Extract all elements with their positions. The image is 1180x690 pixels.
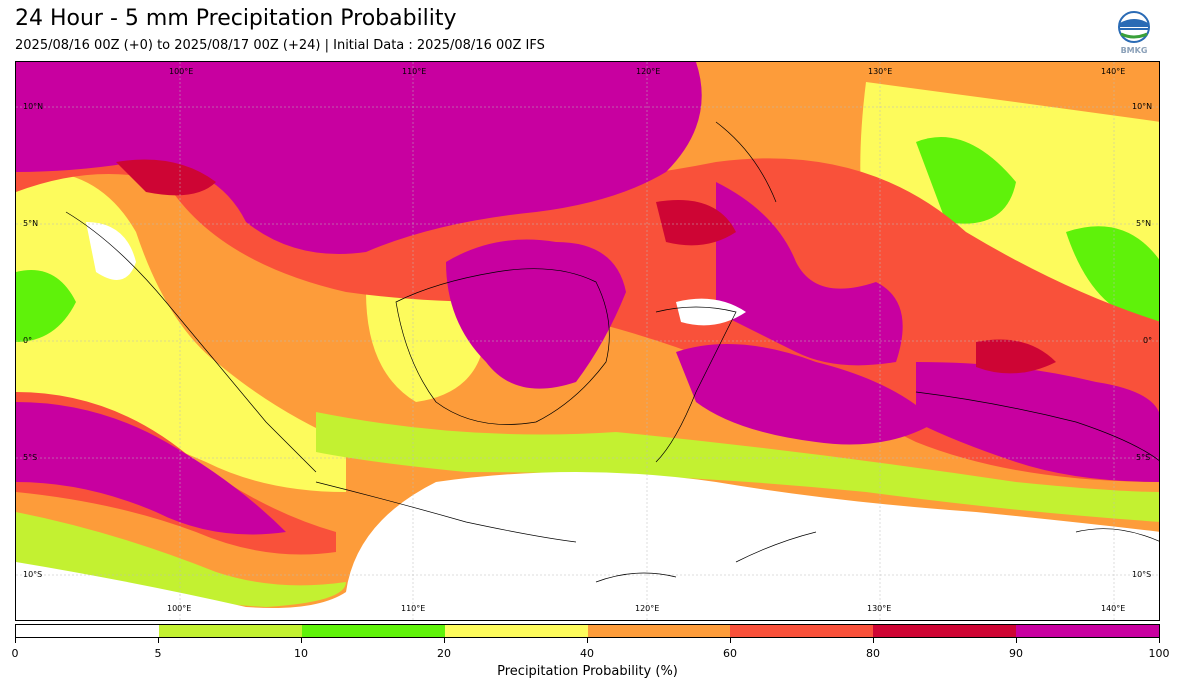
lat-label-right: 0° (1143, 336, 1153, 345)
lon-label-bottom: 140°E (1101, 604, 1126, 613)
colorbar-segment (873, 625, 1017, 637)
lat-label-right: 5°N (1136, 219, 1152, 228)
lat-label-left: 5°S (23, 453, 38, 462)
colorbar-tick-label: 80 (866, 647, 880, 660)
colorbar-segment (444, 625, 588, 637)
page-subtitle: 2025/08/16 00Z (+0) to 2025/08/17 00Z (+… (15, 38, 545, 53)
colorbar-tick-label: 0 (11, 647, 19, 660)
colorbar-tick-label: 10 (294, 647, 308, 660)
colorbar-tickmark (587, 638, 588, 643)
colorbar-label: Precipitation Probability (%) (497, 664, 678, 679)
lon-label-bottom: 100°E (167, 604, 192, 613)
colorbar-tickmark (301, 638, 302, 643)
colorbar-tickmark (873, 638, 874, 643)
colorbar-tickmark (1159, 638, 1160, 643)
lon-label-bottom: 120°E (635, 604, 660, 613)
colorbar-tickmark (1016, 638, 1017, 643)
precipitation-map: 100°E 110°E 120°E 130°E 140°E 100°E 110°… (15, 61, 1160, 621)
bmkg-logo: BMKG (1118, 11, 1150, 55)
colorbar-tickmark (158, 638, 159, 643)
colorbar-segment (16, 625, 159, 637)
colorbar-tick-label: 60 (723, 647, 737, 660)
colorbar-tickmark (730, 638, 731, 643)
colorbar-tickmark (15, 638, 16, 643)
lon-label-top: 110°E (402, 67, 427, 76)
lon-label-bottom: 130°E (867, 604, 892, 613)
lon-label-top: 120°E (636, 67, 661, 76)
lon-label-top: 100°E (169, 67, 194, 76)
lon-label-top: 140°E (1101, 67, 1126, 76)
page-title: 24 Hour - 5 mm Precipitation Probability (15, 6, 457, 31)
colorbar-tick-label: 20 (437, 647, 451, 660)
lat-label-right: 10°N (1132, 102, 1153, 111)
colorbar-segment (158, 625, 302, 637)
colorbar-tick-label: 90 (1009, 647, 1023, 660)
colorbar-tick-label: 5 (154, 647, 162, 660)
lat-label-right: 10°S (1132, 570, 1152, 579)
colorbar (15, 624, 1160, 638)
lat-label-left: 10°S (23, 570, 43, 579)
lat-label-left: 0° (23, 336, 33, 345)
colorbar-segment (587, 625, 731, 637)
lat-label-left: 10°N (23, 102, 44, 111)
lon-label-top: 130°E (868, 67, 893, 76)
lon-label-bottom: 110°E (401, 604, 426, 613)
colorbar-segment (1016, 625, 1159, 637)
colorbar-tick-label: 40 (580, 647, 594, 660)
logo-text: BMKG (1121, 46, 1148, 55)
colorbar-tick-label: 100 (1148, 647, 1170, 660)
lat-label-left: 5°N (23, 219, 39, 228)
colorbar-segment (301, 625, 445, 637)
colorbar-tickmark (444, 638, 445, 643)
colorbar-segment (730, 625, 874, 637)
lat-label-right: 5°S (1136, 453, 1151, 462)
